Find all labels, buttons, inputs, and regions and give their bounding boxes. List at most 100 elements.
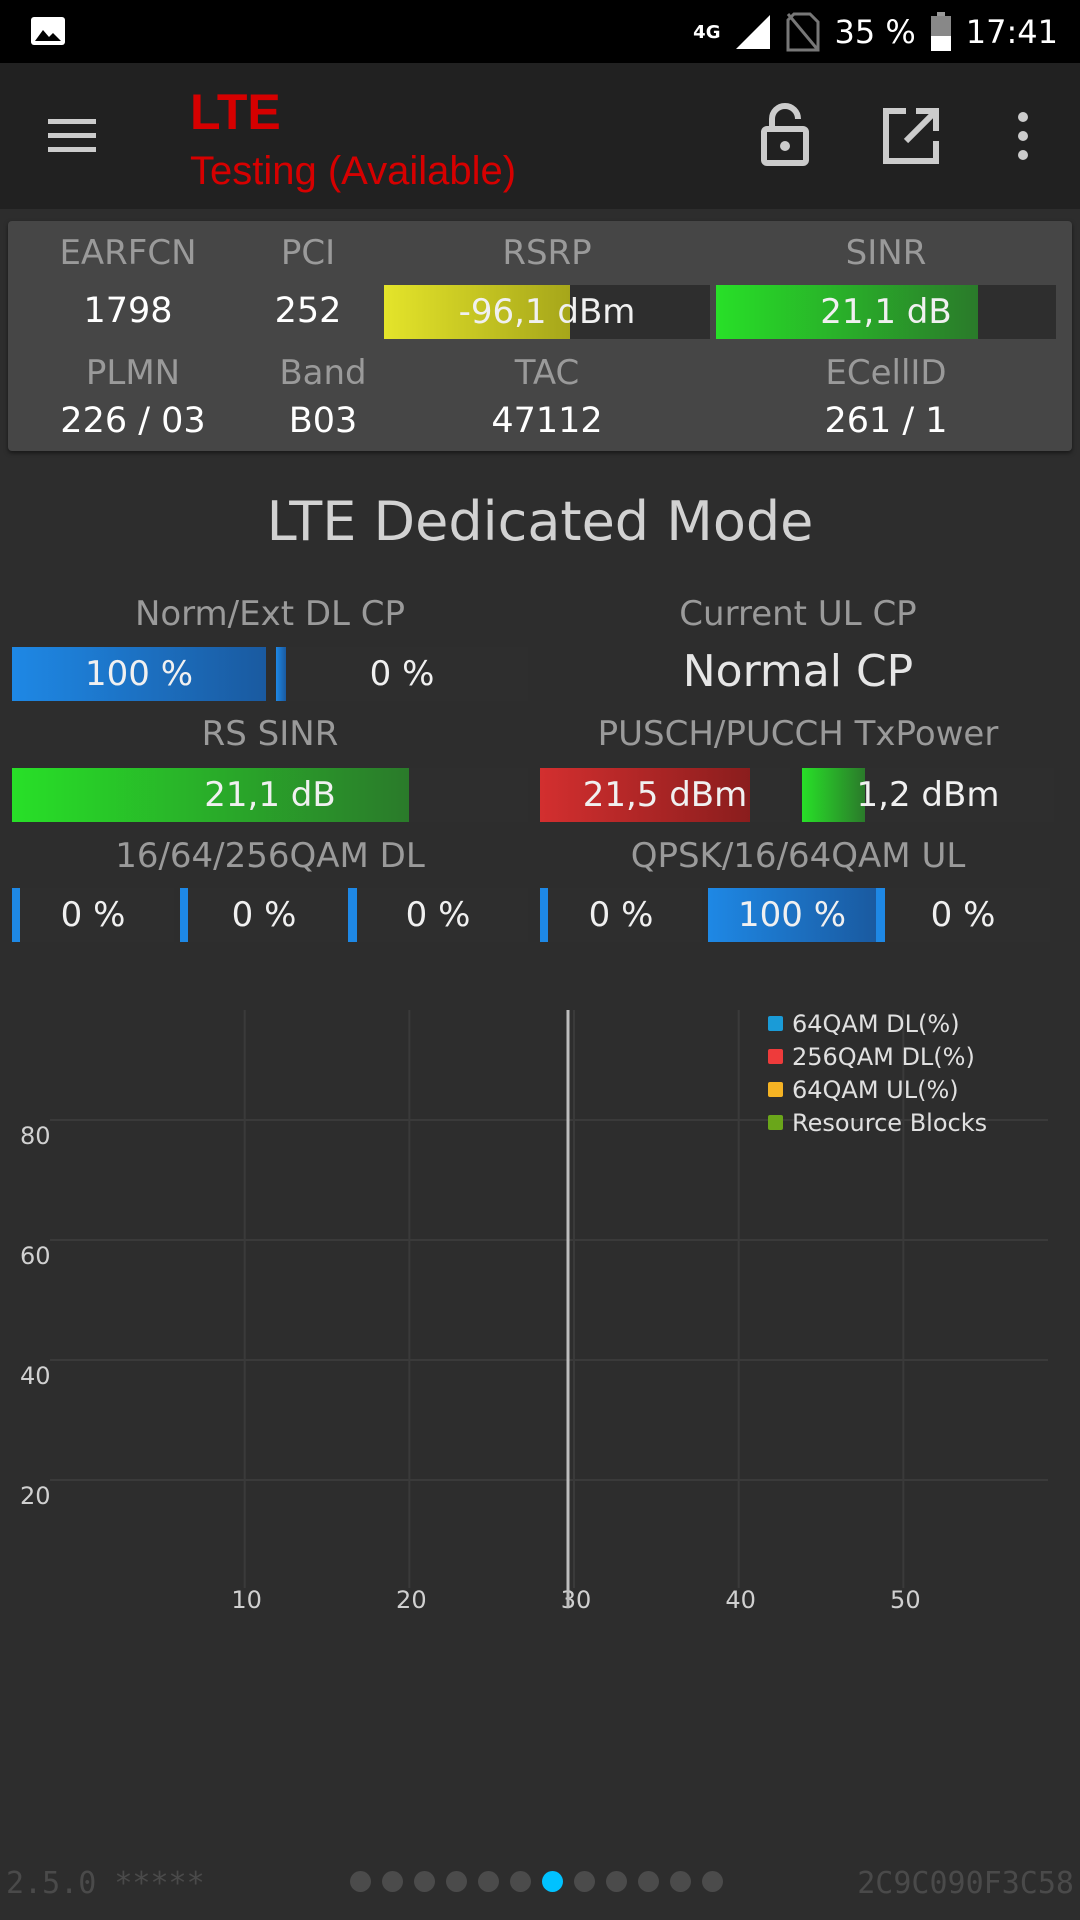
page-dot[interactable] — [414, 1871, 435, 1892]
sinr-bar-fill — [716, 285, 978, 339]
qam-ul-qpsk-value: 0 % — [588, 895, 654, 935]
qam-dl-16-bar: 0 % — [12, 888, 174, 942]
qam-history-chart: 10 20 30 40 50 80 60 40 20 64QAM DL(%) 256QAM DL(%… — [20, 1010, 1048, 1614]
plmn-value: 226 / 03 — [60, 401, 206, 441]
qam-dl-16-fill — [12, 888, 21, 942]
earfcn-value: 1798 — [83, 291, 173, 331]
page-dot[interactable] — [638, 1871, 659, 1892]
x-tick-label: 30 — [561, 1586, 592, 1614]
plmn-label: PLMN — [85, 353, 181, 393]
page-dot[interactable] — [670, 1871, 691, 1892]
page-dot[interactable] — [382, 1871, 403, 1892]
qam-dl-64-value: 0 % — [231, 895, 297, 935]
pusch-fill — [540, 768, 750, 822]
rsrp-bar-fill — [384, 285, 570, 339]
sinr-label: SINR — [845, 233, 927, 273]
pusch-bar: 21,5 dBm — [540, 768, 790, 822]
dl-cp-label: Norm/Ext DL CP — [134, 594, 406, 634]
open-external-icon[interactable] — [876, 101, 946, 171]
y-tick-label: 60 — [20, 1242, 51, 1270]
legend-swatch — [768, 1016, 783, 1031]
ecellid-value: 261 / 1 — [824, 401, 948, 441]
tac-label: TAC — [514, 353, 580, 393]
legend-label: 256QAM DL(%) — [792, 1043, 975, 1071]
cell-info-panel: EARFCN 1798 PCI 252 RSRP -96,1 dBm SINR … — [8, 221, 1072, 451]
dl-cp-normal-bar: 100 % — [12, 647, 266, 701]
txpower-label: PUSCH/PUCCH TxPower — [597, 714, 999, 754]
lock-open-icon[interactable] — [750, 101, 820, 171]
pucch-value: 1,2 dBm — [856, 775, 1000, 815]
rs-sinr-bar: 21,1 dB — [12, 768, 528, 822]
dl-cp-extended-value: 0 % — [369, 654, 435, 694]
qam-ul-64-value: 0 % — [930, 895, 996, 935]
status-bar: 4G 35 % 17:41 — [0, 0, 1080, 63]
qam-ul-qpsk-fill — [540, 888, 549, 942]
x-tick-label: 50 — [890, 1586, 921, 1614]
y-tick-label: 20 — [20, 1482, 51, 1510]
page-dot[interactable] — [446, 1871, 467, 1892]
page-dot[interactable] — [542, 1871, 563, 1892]
dl-cp-extended-fill — [276, 647, 287, 701]
dl-cp-normal-fill — [12, 647, 266, 701]
qam-ul-64-bar: 0 % — [876, 888, 1050, 942]
ul-cp-value: Normal CP — [682, 646, 914, 697]
qam-dl-label: 16/64/256QAM DL — [115, 836, 425, 876]
band-label: Band — [279, 353, 367, 393]
pucch-fill — [802, 768, 865, 822]
tac-value: 47112 — [491, 401, 603, 441]
section-title: LTE Dedicated Mode — [266, 490, 814, 553]
x-tick-label: 10 — [231, 1586, 262, 1614]
pucch-bar: 1,2 dBm — [802, 768, 1054, 822]
legend-swatch — [768, 1115, 783, 1130]
page-dot[interactable] — [350, 1871, 371, 1892]
page-dot[interactable] — [510, 1871, 531, 1892]
pci-value: 252 — [274, 291, 342, 331]
signal-icon — [736, 15, 771, 49]
rs-sinr-value: 21,1 dB — [204, 775, 336, 815]
menu-icon[interactable] — [40, 103, 104, 167]
qam-ul-16-bar: 100 % — [708, 888, 876, 942]
rsrp-bar: -96,1 dBm — [384, 285, 710, 339]
legend-label: 64QAM DL(%) — [792, 1010, 960, 1038]
qam-ul-16-fill — [708, 888, 876, 942]
rsrp-value: -96,1 dBm — [458, 292, 636, 332]
legend-label: 64QAM UL(%) — [792, 1076, 959, 1104]
page-dot[interactable] — [702, 1871, 723, 1892]
qam-dl-256-value: 0 % — [405, 895, 471, 935]
legend-swatch — [768, 1082, 783, 1097]
page-dot[interactable] — [574, 1871, 595, 1892]
sinr-value: 21,1 dB — [820, 292, 952, 332]
qam-dl-256-bar: 0 % — [348, 888, 528, 942]
x-tick-label: 20 — [396, 1586, 427, 1614]
qam-dl-64-bar: 0 % — [180, 888, 348, 942]
clock: 17:41 — [965, 13, 1058, 51]
qam-dl-64-fill — [180, 888, 189, 942]
sinr-bar: 21,1 dB — [716, 285, 1056, 339]
battery-icon — [930, 12, 951, 51]
battery-percent: 35 % — [834, 13, 916, 51]
y-tick-label: 40 — [20, 1362, 51, 1390]
app-version: 2.5.0 ***** — [6, 1866, 205, 1901]
device-id: 2C9C090F3C58 — [857, 1866, 1074, 1901]
pusch-value: 21,5 dBm — [582, 775, 748, 815]
rs-sinr-label: RS SINR — [201, 714, 339, 754]
x-tick-label: 40 — [725, 1586, 756, 1614]
qam-dl-16-value: 0 % — [60, 895, 126, 935]
qam-ul-label: QPSK/16/64QAM UL — [630, 836, 966, 876]
legend-swatch — [768, 1049, 783, 1064]
network-type-label: 4G — [693, 21, 721, 43]
page-indicator[interactable] — [350, 1871, 723, 1892]
more-vert-icon[interactable] — [1005, 101, 1041, 171]
dl-cp-extended-bar: 0 % — [276, 647, 528, 701]
qam-dl-256-fill — [348, 888, 357, 942]
page-subtitle: Testing (Available) — [190, 149, 517, 193]
ecellid-label: ECellID — [825, 353, 947, 393]
image-notification-icon — [31, 17, 65, 45]
qam-ul-16-value: 100 % — [737, 895, 846, 935]
page-dot[interactable] — [478, 1871, 499, 1892]
page-dot[interactable] — [606, 1871, 627, 1892]
ul-cp-label: Current UL CP — [679, 594, 917, 634]
qam-ul-64-fill — [876, 888, 885, 942]
legend-label: Resource Blocks — [792, 1109, 987, 1137]
page-title: LTE — [190, 84, 281, 140]
